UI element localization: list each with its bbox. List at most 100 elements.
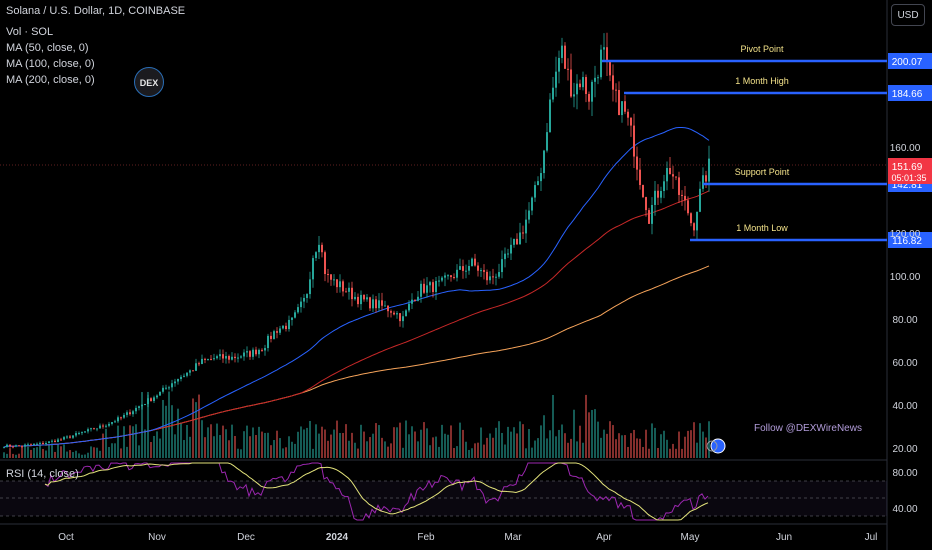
volume-bar [384, 441, 386, 458]
volume-bar [573, 409, 575, 458]
volume-bar [372, 433, 374, 458]
volume-bar [69, 450, 71, 458]
volume-bar [402, 447, 404, 458]
candle [579, 83, 581, 88]
candle [696, 211, 698, 231]
ma100-legend: MA (100, close, 0) [6, 58, 95, 70]
volume-bar [546, 438, 548, 458]
candle [621, 101, 623, 116]
candle [135, 407, 137, 412]
candle [237, 357, 239, 359]
time-tick-label: Mar [504, 532, 522, 543]
candle [603, 47, 605, 50]
price-tick-label: 40.00 [892, 401, 917, 412]
candle [516, 238, 518, 245]
candle [435, 280, 437, 293]
volume-bar [600, 437, 602, 458]
volume-bar [303, 429, 305, 458]
volume-bar [426, 428, 428, 458]
candle [123, 414, 125, 418]
volume-bar [417, 441, 419, 458]
currency-button[interactable]: USD [891, 4, 925, 26]
candle [459, 266, 461, 270]
candle [213, 358, 215, 360]
volume-bar [516, 433, 518, 458]
volume-bar [327, 440, 329, 458]
level-price-value: 142.81 [892, 180, 923, 191]
level-price-value: 200.07 [892, 57, 923, 68]
time-tick-label: Apr [596, 532, 612, 543]
volume-bar [54, 451, 56, 458]
volume-bar [186, 424, 188, 458]
candle [222, 354, 224, 359]
volume-bar [219, 435, 221, 458]
volume-bar [510, 431, 512, 458]
candle [309, 279, 311, 295]
candle [249, 351, 251, 357]
level-label: Support Point [735, 167, 790, 177]
ma50-legend: MA (50, close, 0) [6, 42, 89, 54]
candle [96, 428, 98, 430]
candle [285, 325, 287, 330]
candle [630, 117, 632, 126]
rsi-legend: RSI (14, close) [6, 468, 79, 480]
volume-bar [705, 437, 707, 458]
candle [618, 90, 620, 116]
candle [54, 440, 56, 443]
dex-logo: DEX [134, 67, 164, 97]
rsi-ma-line [44, 462, 709, 521]
volume-bar [501, 432, 503, 458]
candle [444, 275, 446, 278]
candle [558, 57, 560, 72]
candle [102, 425, 104, 427]
candle [165, 387, 167, 389]
candle [84, 431, 86, 433]
volume-bar [621, 435, 623, 458]
candle [588, 93, 590, 102]
volume-bar [504, 444, 506, 458]
volume-bar [486, 437, 488, 458]
candle [48, 441, 50, 443]
volume-bar [291, 441, 293, 458]
candle [258, 349, 260, 355]
time-tick-label: Jul [865, 532, 878, 543]
candle [411, 299, 413, 304]
candle [612, 75, 614, 90]
candle [303, 297, 305, 302]
candle [228, 356, 230, 360]
candle [510, 244, 512, 254]
volume-bar [648, 448, 650, 458]
candle [150, 398, 152, 402]
candle [702, 175, 704, 189]
volume-bar [126, 446, 128, 458]
event-icon [706, 440, 718, 452]
candle [333, 279, 335, 281]
candle [153, 397, 155, 402]
volume-bar [378, 425, 380, 458]
candle [51, 440, 53, 442]
volume-bar [537, 438, 539, 458]
volume-bar [48, 444, 50, 458]
candle [159, 391, 161, 396]
candle [132, 411, 134, 415]
candle [471, 258, 473, 267]
candle [540, 173, 542, 182]
volume-bar [540, 425, 542, 458]
volume-bar [81, 454, 83, 458]
volume-bar [51, 443, 53, 458]
candle [393, 312, 395, 315]
volume-bar [174, 434, 176, 458]
candle [60, 439, 62, 441]
candle [561, 45, 563, 58]
volume-bar [225, 429, 227, 458]
volume-bar [207, 427, 209, 458]
candle [567, 68, 569, 70]
candle [321, 244, 323, 253]
volume-bar [78, 453, 80, 458]
volume-bar [366, 441, 368, 458]
candle [138, 406, 140, 408]
candle [615, 89, 617, 91]
volume-bar [615, 439, 617, 458]
